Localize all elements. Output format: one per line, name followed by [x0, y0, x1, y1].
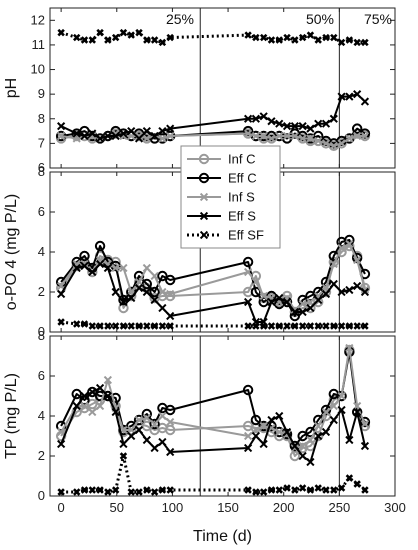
panel-3: 0 2 4 6 8 TP (mg P/L) [3, 328, 395, 503]
y-tick-label: 6 [38, 204, 45, 219]
x-tick-label: 50 [110, 500, 124, 515]
y-tick-label: 2 [38, 448, 45, 463]
x-tick-label: 150 [217, 500, 239, 515]
y-tick-label: 4 [38, 244, 45, 259]
y-tick-label: 8 [38, 111, 45, 126]
y-tick-label: 8 [38, 164, 45, 179]
x-tick-label: 100 [162, 500, 184, 515]
y-tick-label: 10 [31, 62, 45, 77]
y-tick-label: 8 [38, 328, 45, 343]
legend-label: Eff S [228, 209, 256, 224]
phase-label: 75% [364, 11, 392, 27]
y-tick-label: 12 [31, 12, 45, 27]
legend-label: Eff SF [228, 228, 264, 243]
y-tick-label: 9 [38, 86, 45, 101]
y-tick-label: 0 [38, 488, 45, 503]
x-tick-label: 250 [329, 500, 351, 515]
x-tick-label: 300 [384, 500, 406, 515]
y-tick-label: 2 [38, 284, 45, 299]
phase-label: 25% [166, 11, 194, 27]
y-axis-label: pH [3, 78, 20, 98]
phase-label: 50% [306, 11, 334, 27]
y-tick-label: 11 [32, 37, 46, 52]
legend-label: Inf S [228, 190, 255, 205]
legend-label: Eff C [228, 171, 257, 186]
y-tick-label: 4 [38, 408, 45, 423]
legend: Inf C Eff C Inf S Eff S Eff SF [181, 146, 280, 248]
y-axis-label: TP (mg P/L) [3, 373, 20, 459]
x-axis-label: Time (d) [193, 528, 252, 545]
legend-label: Inf C [228, 152, 255, 167]
panels: 6 7 8 9 10 11 12 pH 25% 50% 75% 0 2 4 6 8 o-PO 4 (mg P/L… [3, 8, 395, 503]
y-axis-label: o-PO 4 (mg P/L) [3, 194, 20, 310]
x-tick-label: 200 [273, 500, 295, 515]
x-tick-label: 0 [58, 500, 65, 515]
y-tick-label: 7 [38, 135, 45, 150]
y-tick-label: 6 [38, 368, 45, 383]
